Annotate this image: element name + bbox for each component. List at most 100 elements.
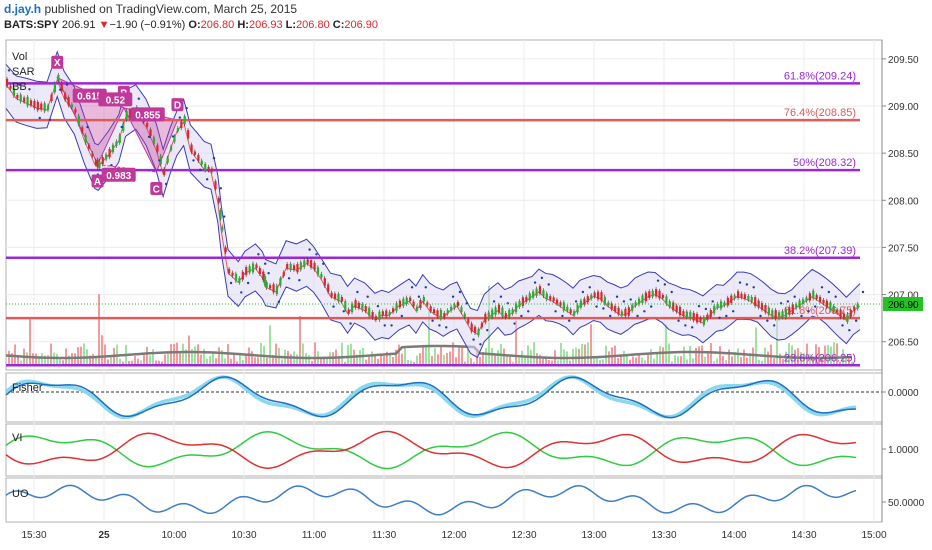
candle-body xyxy=(81,127,84,132)
volume-bar xyxy=(173,343,175,366)
x-tick-label: 13:30 xyxy=(651,530,676,541)
volume-bar xyxy=(323,357,325,366)
sar-dot xyxy=(417,295,421,298)
candle-body xyxy=(627,307,630,316)
close-value: 206.90 xyxy=(344,19,379,31)
pane-labels: Vol SAR BB Fisher VI UO xyxy=(12,51,43,500)
candle-body xyxy=(166,157,169,163)
x-tick-label: 10:00 xyxy=(161,530,186,541)
volume-bar xyxy=(518,357,520,366)
sar-dot xyxy=(581,290,585,294)
sar-dot xyxy=(137,97,141,100)
sar-label: SAR xyxy=(12,66,35,78)
volume-bar xyxy=(482,352,484,366)
candle-body xyxy=(743,294,747,299)
volume-bar xyxy=(851,361,853,366)
symbol-label[interactable]: BATS:SPY xyxy=(4,19,59,31)
pattern-point-label: X xyxy=(54,58,61,69)
candle-body xyxy=(566,306,569,311)
volume-bar xyxy=(776,318,778,366)
open-label: O: xyxy=(188,19,201,31)
y-tick-label: 207.50 xyxy=(888,243,919,254)
candle-body xyxy=(53,83,57,93)
candle-body xyxy=(183,116,186,125)
volume-bar xyxy=(665,324,667,366)
author-name[interactable]: d.jay.h xyxy=(4,2,42,16)
sar-dot xyxy=(725,314,728,318)
volume-bar xyxy=(674,355,676,366)
candle-body xyxy=(251,263,255,273)
candle-body xyxy=(347,309,350,314)
candle-body xyxy=(689,311,692,319)
candle-body xyxy=(480,323,484,328)
osc-tick-label: 0.0000 xyxy=(888,388,919,399)
volume-bar xyxy=(812,357,814,366)
volume-bar xyxy=(629,359,631,366)
volume-bar xyxy=(11,353,13,366)
pattern-point-label: C xyxy=(153,185,160,196)
candle-body xyxy=(596,291,600,300)
candle-body xyxy=(672,302,675,311)
volume-bar xyxy=(686,359,688,366)
x-tick-label: 10:30 xyxy=(231,530,256,541)
volume-bar xyxy=(401,353,403,366)
y-tick-label: 209.00 xyxy=(888,102,919,113)
candle-body xyxy=(760,303,764,310)
candle-body xyxy=(614,306,617,312)
volume-bar xyxy=(128,360,130,366)
candle-body xyxy=(573,311,576,316)
candle-body xyxy=(29,100,33,106)
candle-body xyxy=(801,299,805,304)
volume-bar xyxy=(719,346,721,366)
candle-body xyxy=(16,94,19,99)
candle-body xyxy=(473,326,477,334)
volume-bar xyxy=(725,360,727,366)
last-price-label: 206.90 xyxy=(888,300,919,311)
candle-body xyxy=(436,310,439,317)
candle-body xyxy=(655,289,658,297)
volume-bar xyxy=(122,361,124,366)
sar-dot xyxy=(410,286,414,289)
candle-body xyxy=(767,307,770,315)
volume-bar xyxy=(449,351,451,366)
volume-bar xyxy=(191,348,193,366)
candle-body xyxy=(70,104,74,108)
x-tick-label: 25 xyxy=(98,530,110,541)
candle-body xyxy=(822,299,825,304)
candle-body xyxy=(692,312,695,321)
oscillator-panes xyxy=(4,375,882,516)
candle-body xyxy=(836,309,839,313)
candle-body xyxy=(812,290,815,299)
volume-bar xyxy=(713,361,715,366)
sar-dot xyxy=(86,125,89,129)
volume-bar xyxy=(161,361,163,366)
candle-body xyxy=(795,304,798,309)
candle-body xyxy=(245,267,248,275)
candle-body xyxy=(316,267,320,275)
volume-bar xyxy=(635,357,637,366)
volume-bar xyxy=(227,344,229,366)
candle-body xyxy=(351,303,354,313)
volume-bar xyxy=(590,324,592,366)
sar-dot xyxy=(636,314,639,318)
fibonacci-levels: 61.8%(209.24) 76.4%(208.85) 50%(208.32) 38.… xyxy=(6,70,860,367)
sar-dot xyxy=(807,310,810,313)
volume-bar xyxy=(203,348,205,366)
volume-bar xyxy=(35,353,37,366)
candle-body xyxy=(381,311,384,316)
sar-dot xyxy=(615,295,619,298)
sar-dot xyxy=(472,338,475,341)
volume-bar xyxy=(644,360,646,366)
x-tick-label: 11:00 xyxy=(302,530,327,541)
volume-bar xyxy=(824,345,826,366)
volume-bar xyxy=(608,351,610,366)
volume-bar xyxy=(497,350,499,366)
volume-bar xyxy=(788,343,790,366)
volume-bar xyxy=(47,354,49,366)
volume-bar xyxy=(182,343,184,366)
volume-bar xyxy=(386,351,388,366)
candle-body xyxy=(231,272,234,276)
fib-level-label: 76.4%(208.85) xyxy=(784,107,856,119)
volume-bar xyxy=(761,360,763,366)
